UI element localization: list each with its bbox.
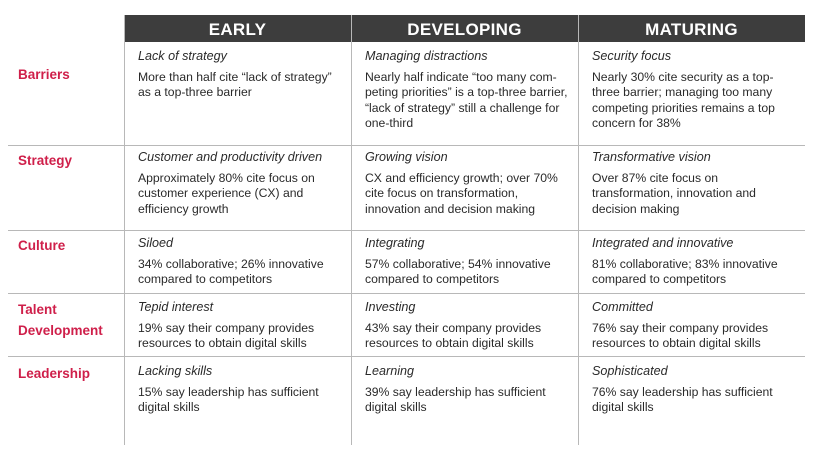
table-cell: Siloed 34% collaborative; 26% innovative…	[138, 236, 343, 288]
cell-text: 15% say leadership has sufficient digita…	[138, 384, 319, 415]
row-divider	[8, 356, 805, 357]
cell-text: 39% say leadership has sufficient digita…	[365, 384, 546, 415]
cell-subtitle: Customer and productivity driven	[138, 150, 323, 164]
cell-subtitle: Investing	[365, 300, 416, 314]
table-cell: Committed 76% say their company provides…	[592, 300, 797, 352]
table-cell: Investing 43% say their company provides…	[365, 300, 570, 352]
cell-text: Approximately 80% cite focus on customer…	[138, 170, 315, 216]
cell-subtitle: Sophisticated	[592, 364, 668, 378]
cell-text: Over 87% cite focus on transformation, i…	[592, 170, 756, 216]
cell-text: 43% say their company provides resources…	[365, 320, 542, 351]
table-cell: Integrated and innovative 81% collaborat…	[592, 236, 797, 288]
cell-text: 76% say leadership has sufficient digita…	[592, 384, 773, 415]
table-cell: Managing distractions Nearly half indica…	[365, 49, 570, 132]
table-cell: Learning 39% say leadership has sufficie…	[365, 364, 570, 416]
column-header-maturing: MATURING	[645, 20, 738, 39]
row-label-strategy: Strategy	[18, 153, 73, 168]
cell-subtitle: Security focus	[592, 49, 672, 63]
cell-subtitle: Siloed	[138, 236, 174, 250]
cell-text: 57% collaborative; 54% innovative compar…	[365, 256, 551, 287]
cell-text: Nearly half indicate “too many com- peti…	[365, 69, 568, 131]
cell-subtitle: Growing vision	[365, 150, 448, 164]
column-header-early: EARLY	[208, 20, 267, 39]
cell-text: CX and efficiency growth; over 70% cite …	[365, 170, 558, 216]
cell-text: 34% collaborative; 26% innovative compar…	[138, 256, 324, 287]
row-label-barriers: Barriers	[18, 67, 70, 82]
cell-text: 19% say their company provides resources…	[138, 320, 315, 351]
table-cell: Lack of strategy More than half cite “la…	[138, 49, 343, 101]
table-header	[124, 15, 805, 42]
cell-text: Nearly 30% cite security as a top- three…	[592, 69, 775, 131]
cell-text: 81% collaborative; 83% innovative compar…	[592, 256, 778, 287]
cell-text: More than half cite “lack of strategy” a…	[138, 69, 332, 100]
row-label-talent-development: Talent Development	[18, 302, 103, 338]
table-cell: Customer and productivity driven Approxi…	[138, 150, 343, 217]
cell-text: 76% say their company provides resources…	[592, 320, 769, 351]
cell-subtitle: Integrating	[365, 236, 425, 250]
table-cell: Lacking skills 15% say leadership has su…	[138, 364, 343, 416]
cell-subtitle: Lacking skills	[138, 364, 213, 378]
table-cell: Sophisticated 76% say leadership has suf…	[592, 364, 797, 416]
row-label-culture: Culture	[18, 238, 66, 253]
row-divider	[8, 145, 805, 146]
table-cell: Integrating 57% collaborative; 54% innov…	[365, 236, 570, 288]
column-header-developing: DEVELOPING	[407, 20, 522, 39]
cell-subtitle: Managing distractions	[365, 49, 488, 63]
cell-subtitle: Transformative vision	[592, 150, 711, 164]
table-cell: Transformative vision Over 87% cite focu…	[592, 150, 797, 217]
row-divider	[8, 293, 805, 294]
row-label-leadership: Leadership	[18, 366, 91, 381]
row-divider	[8, 230, 805, 231]
cell-subtitle: Tepid interest	[138, 300, 214, 314]
table-cell: Security focus Nearly 30% cite security …	[592, 49, 797, 132]
cell-subtitle: Integrated and innovative	[592, 236, 734, 250]
cell-subtitle: Lack of strategy	[138, 49, 227, 63]
cell-subtitle: Learning	[365, 364, 415, 378]
cell-subtitle: Committed	[592, 300, 653, 314]
table-cell: Tepid interest 19% say their company pro…	[138, 300, 343, 352]
table-cell: Growing vision CX and efficiency growth;…	[365, 150, 570, 217]
